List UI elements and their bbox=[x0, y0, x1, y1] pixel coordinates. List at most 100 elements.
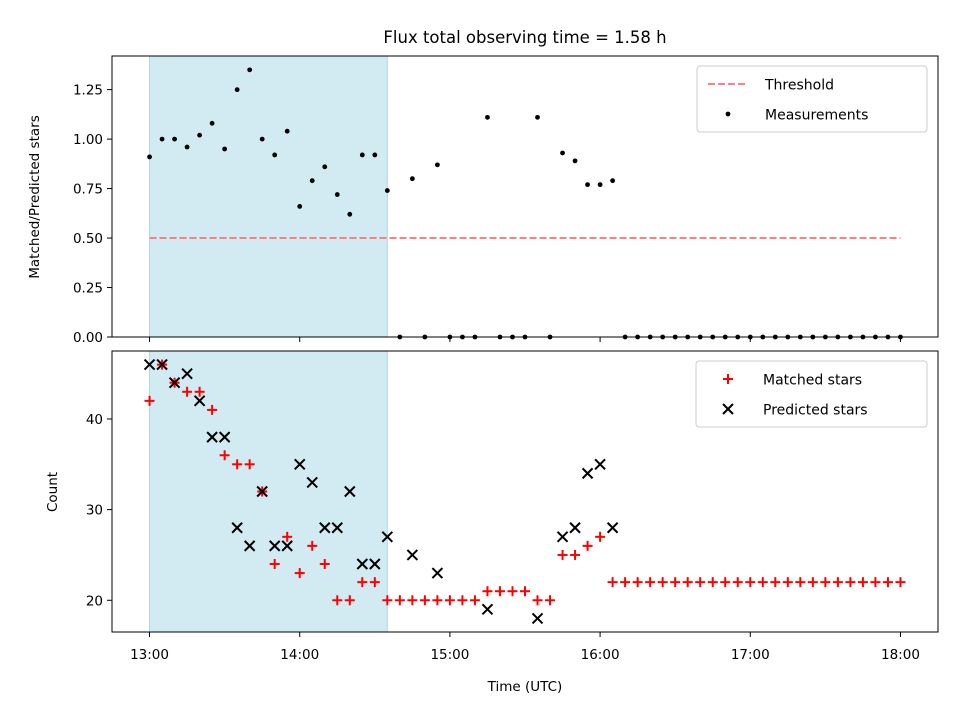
x-tick-label: 17:00 bbox=[731, 647, 770, 663]
y-tick-label: 0.00 bbox=[73, 330, 103, 346]
matched-point bbox=[282, 531, 293, 542]
measurement-point bbox=[560, 150, 565, 156]
matched-point bbox=[632, 577, 643, 588]
cross-b bbox=[231, 522, 243, 534]
legend-predicted-label: Predicted stars bbox=[763, 403, 868, 419]
legend-predicted-swatch bbox=[722, 403, 734, 415]
matched-point bbox=[194, 386, 205, 397]
matched-point bbox=[207, 404, 218, 415]
predicted-point bbox=[319, 522, 331, 534]
matched-point bbox=[770, 577, 781, 588]
predicted-point bbox=[431, 567, 444, 579]
cross-b bbox=[531, 612, 544, 625]
x-tick-label: 14:00 bbox=[280, 647, 319, 663]
measurement-point bbox=[359, 152, 365, 158]
matched-point bbox=[219, 450, 230, 461]
y-tick-label: 1.00 bbox=[73, 132, 103, 148]
predicted-point bbox=[156, 358, 168, 371]
matched-point bbox=[532, 595, 543, 606]
predicted-point bbox=[344, 485, 356, 498]
measurement-point bbox=[597, 182, 603, 188]
y-tick-label: 0.50 bbox=[73, 231, 103, 247]
predicted-point bbox=[193, 395, 206, 407]
measurement-point bbox=[247, 67, 253, 73]
matched-point bbox=[732, 577, 743, 588]
matched-point bbox=[870, 577, 881, 588]
predicted-point bbox=[556, 531, 569, 543]
predicted-point bbox=[268, 540, 281, 552]
bottom-panel-marks bbox=[143, 358, 906, 625]
matched-point bbox=[845, 577, 856, 588]
cross-b bbox=[556, 531, 569, 543]
matched-point bbox=[707, 577, 718, 588]
bottom-panel-legend: Matched stars Predicted stars bbox=[695, 360, 928, 428]
predicted-point bbox=[294, 458, 306, 471]
bottom-panel-y-axis: 20 30 40 bbox=[86, 412, 112, 609]
matched-point bbox=[332, 595, 343, 606]
matched-point bbox=[670, 577, 681, 588]
x-tick-label: 13:00 bbox=[130, 647, 169, 663]
top-legend-frame bbox=[696, 65, 928, 133]
top-panel-x-axis bbox=[149, 337, 901, 342]
cross-b bbox=[569, 522, 581, 534]
bottom-panel-x-axis: 13:00 14:00 15:00 16:00 17:00 18:00 bbox=[130, 632, 920, 663]
x-tick-label: 16:00 bbox=[581, 647, 620, 663]
matched-point bbox=[782, 577, 793, 588]
legend-threshold-label: Threshold bbox=[764, 78, 834, 94]
predicted-point bbox=[569, 522, 581, 534]
cross-b bbox=[156, 358, 168, 371]
predicted-point bbox=[168, 377, 181, 389]
measurement-point bbox=[347, 211, 353, 217]
measurement-point bbox=[159, 136, 165, 142]
y-tick-label: 20 bbox=[86, 593, 103, 609]
measurement-point bbox=[222, 146, 228, 152]
matched-point bbox=[182, 386, 193, 397]
measurement-point bbox=[409, 176, 415, 182]
measurement-point bbox=[334, 192, 340, 197]
measurement-point bbox=[309, 178, 315, 184]
predicted-point bbox=[606, 522, 619, 534]
y-tick-label: 1.25 bbox=[73, 83, 103, 99]
predicted-point bbox=[369, 558, 381, 570]
predicted-point bbox=[306, 476, 318, 489]
predicted-point bbox=[356, 558, 369, 570]
measurement-point bbox=[372, 152, 378, 158]
matched-point bbox=[857, 577, 868, 588]
cross-b bbox=[431, 567, 444, 579]
cross-b bbox=[344, 485, 356, 498]
matched-point bbox=[745, 577, 756, 588]
matched-point bbox=[469, 595, 480, 606]
y-tick-label: 40 bbox=[86, 412, 103, 428]
cross-b bbox=[206, 431, 218, 443]
matched-point bbox=[545, 595, 556, 606]
measurement-point bbox=[209, 120, 215, 126]
matched-point bbox=[557, 549, 568, 560]
predicted-point bbox=[406, 549, 419, 561]
matched-point bbox=[507, 586, 518, 597]
cross-b bbox=[356, 558, 369, 570]
cross-b bbox=[594, 458, 606, 471]
top-panel-y-axis: 0.00 0.25 0.50 0.75 1.00 1.25 bbox=[73, 83, 112, 346]
x-tick-label: 15:00 bbox=[430, 647, 469, 663]
measurement-point bbox=[147, 154, 152, 160]
matched-point bbox=[757, 577, 768, 588]
shaded-interval bbox=[149, 350, 388, 633]
top-panel-frame bbox=[111, 55, 939, 338]
matched-point bbox=[444, 595, 455, 606]
matched-point bbox=[795, 577, 806, 588]
matched-point bbox=[620, 577, 631, 588]
y-tick-label: 0.25 bbox=[73, 281, 103, 297]
top-panel-legend: Threshold Measurements bbox=[696, 65, 928, 133]
cross-b bbox=[406, 549, 419, 561]
predicted-point bbox=[243, 540, 256, 552]
measurement-point bbox=[610, 178, 616, 184]
matched-point bbox=[307, 540, 318, 551]
legend-plus bbox=[723, 374, 733, 384]
cross-b bbox=[256, 485, 268, 498]
matched-point bbox=[319, 559, 330, 570]
bottom-panel-x-axis-label: Time (UTC) bbox=[487, 679, 563, 695]
shaded-interval bbox=[149, 55, 388, 338]
matched-point bbox=[820, 577, 831, 588]
matched-point bbox=[382, 595, 393, 606]
matched-point bbox=[457, 595, 468, 606]
